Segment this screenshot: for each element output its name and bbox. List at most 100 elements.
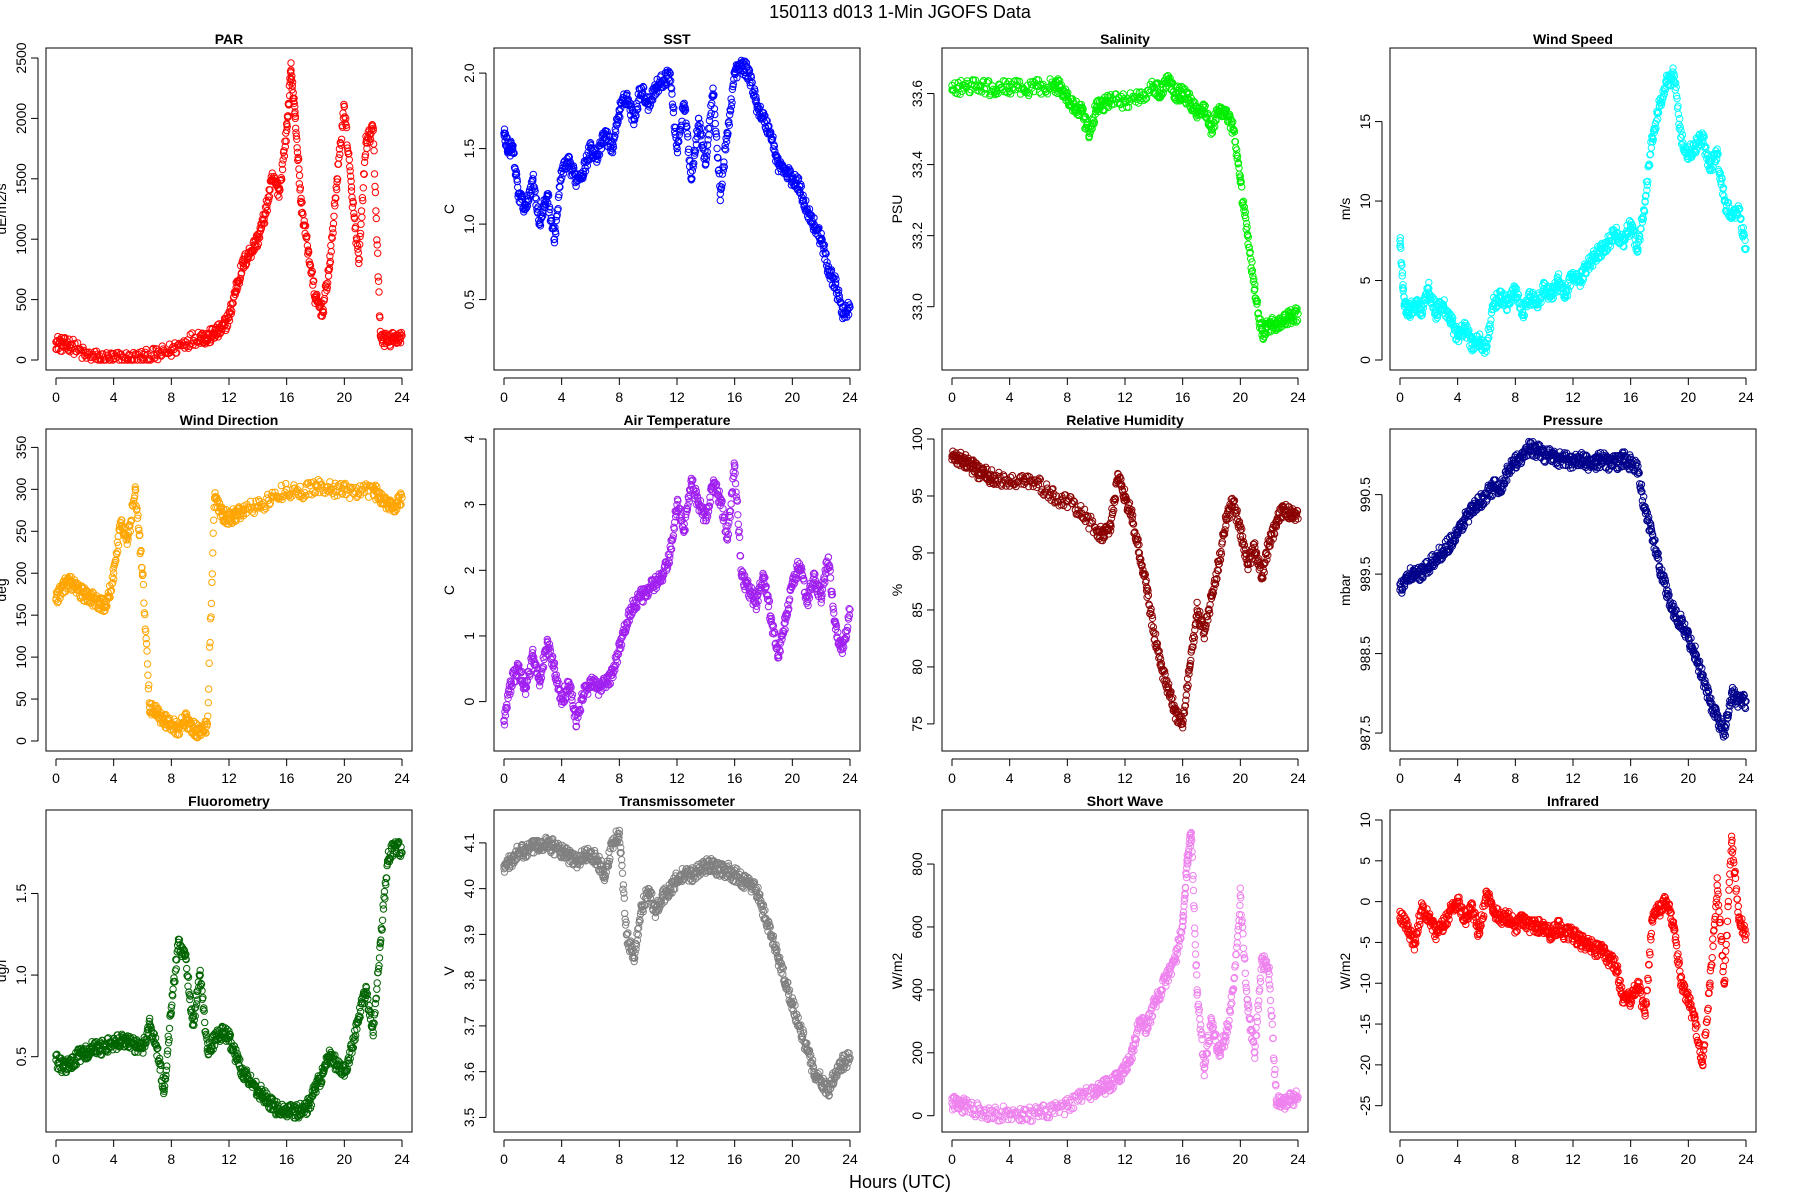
data-point: [611, 132, 619, 140]
data-point: [554, 193, 563, 202]
data-point: [1452, 322, 1461, 331]
data-point: [360, 158, 369, 167]
data-point: [745, 69, 753, 77]
data-point: [1179, 89, 1187, 98]
plot-frame: [1389, 47, 1757, 371]
data-point: [261, 211, 269, 219]
data-point: [736, 552, 745, 560]
data-point: [977, 82, 985, 91]
data-point: [1064, 89, 1072, 97]
data-point: [1638, 218, 1647, 226]
data-point: [1634, 247, 1642, 255]
data-point: [981, 90, 989, 98]
x-tick-label: 24: [394, 389, 410, 405]
data-point: [728, 85, 737, 94]
data-point: [711, 110, 719, 119]
data-point: [687, 175, 696, 183]
y-tick-label: 2500: [13, 42, 29, 73]
data-point: [594, 152, 602, 160]
data-point: [706, 124, 714, 132]
data-point: [962, 82, 971, 91]
data-point: [953, 90, 962, 98]
data-point: [291, 112, 299, 121]
data-point: [277, 176, 285, 185]
data-point: [376, 313, 384, 322]
y-tick-label: 250: [13, 519, 29, 543]
data-point: [370, 147, 378, 155]
data-point: [275, 187, 284, 195]
data-point: [552, 230, 560, 238]
data-point: [1092, 104, 1100, 112]
data-point: [300, 217, 308, 225]
x-tick-label: 16: [727, 389, 743, 405]
data-point: [1200, 101, 1208, 109]
data-point: [356, 240, 364, 249]
data-point: [290, 99, 298, 108]
x-tick-label: 4: [1006, 389, 1014, 405]
data-point: [295, 171, 304, 180]
x-axis-title: Hours (UTC): [849, 1172, 951, 1192]
data-point: [345, 156, 353, 164]
data-point: [1287, 313, 1295, 322]
data-point: [310, 277, 318, 285]
data-point: [1039, 80, 1047, 89]
data-point: [383, 338, 392, 346]
data-point: [1034, 82, 1043, 91]
data-point: [1444, 308, 1452, 316]
data-point: [346, 167, 354, 175]
data-point: [718, 180, 726, 188]
x-tick-label: 4: [558, 770, 566, 786]
data-point: [323, 286, 331, 294]
data-point: [1566, 282, 1575, 290]
data-point: [398, 332, 406, 340]
data-point: [1241, 208, 1250, 216]
data-point: [680, 99, 688, 108]
data-point: [1251, 280, 1259, 288]
y-tick-label: 4: [461, 435, 477, 443]
x-tick-label: 8: [167, 389, 175, 405]
data-point: [673, 144, 681, 153]
data-point: [337, 135, 346, 144]
data-point: [1553, 288, 1561, 296]
x-tick-label: 12: [221, 389, 237, 405]
data-point: [1232, 151, 1241, 159]
data-point: [330, 199, 339, 207]
x-tick-label: 8: [615, 389, 623, 405]
data-point: [355, 255, 363, 263]
data-point: [738, 61, 746, 70]
data-point: [557, 177, 565, 185]
data-point: [363, 144, 371, 153]
data-point: [330, 212, 338, 221]
y-tick-label: 95: [909, 488, 925, 504]
data-point: [1645, 161, 1654, 170]
data-point: [669, 103, 677, 111]
y-axis-label: m/s: [1337, 198, 1353, 221]
data-point: [733, 74, 741, 82]
data-point: [347, 183, 356, 191]
panel-title: PAR: [215, 31, 244, 47]
y-axis-label: deg: [0, 578, 9, 601]
data-point: [634, 105, 642, 113]
data-point: [727, 500, 735, 508]
x-tick-label: 12: [1117, 770, 1133, 786]
data-point: [351, 214, 359, 223]
data-point: [342, 123, 351, 132]
data-point: [1248, 258, 1256, 266]
data-point: [52, 338, 60, 346]
data-point: [1526, 288, 1534, 296]
data-point: [371, 188, 380, 197]
data-point: [1589, 262, 1597, 270]
data-point: [339, 114, 348, 123]
panel-title: Salinity: [1100, 31, 1150, 47]
data-point: [1244, 240, 1252, 248]
data-point: [819, 242, 828, 250]
data-point: [340, 102, 348, 111]
data-point: [373, 241, 381, 249]
data-point: [278, 175, 286, 184]
data-point: [318, 312, 326, 320]
data-point: [1157, 89, 1165, 98]
data-point: [1440, 296, 1448, 304]
data-points: [948, 447, 1302, 732]
data-point: [182, 338, 190, 346]
